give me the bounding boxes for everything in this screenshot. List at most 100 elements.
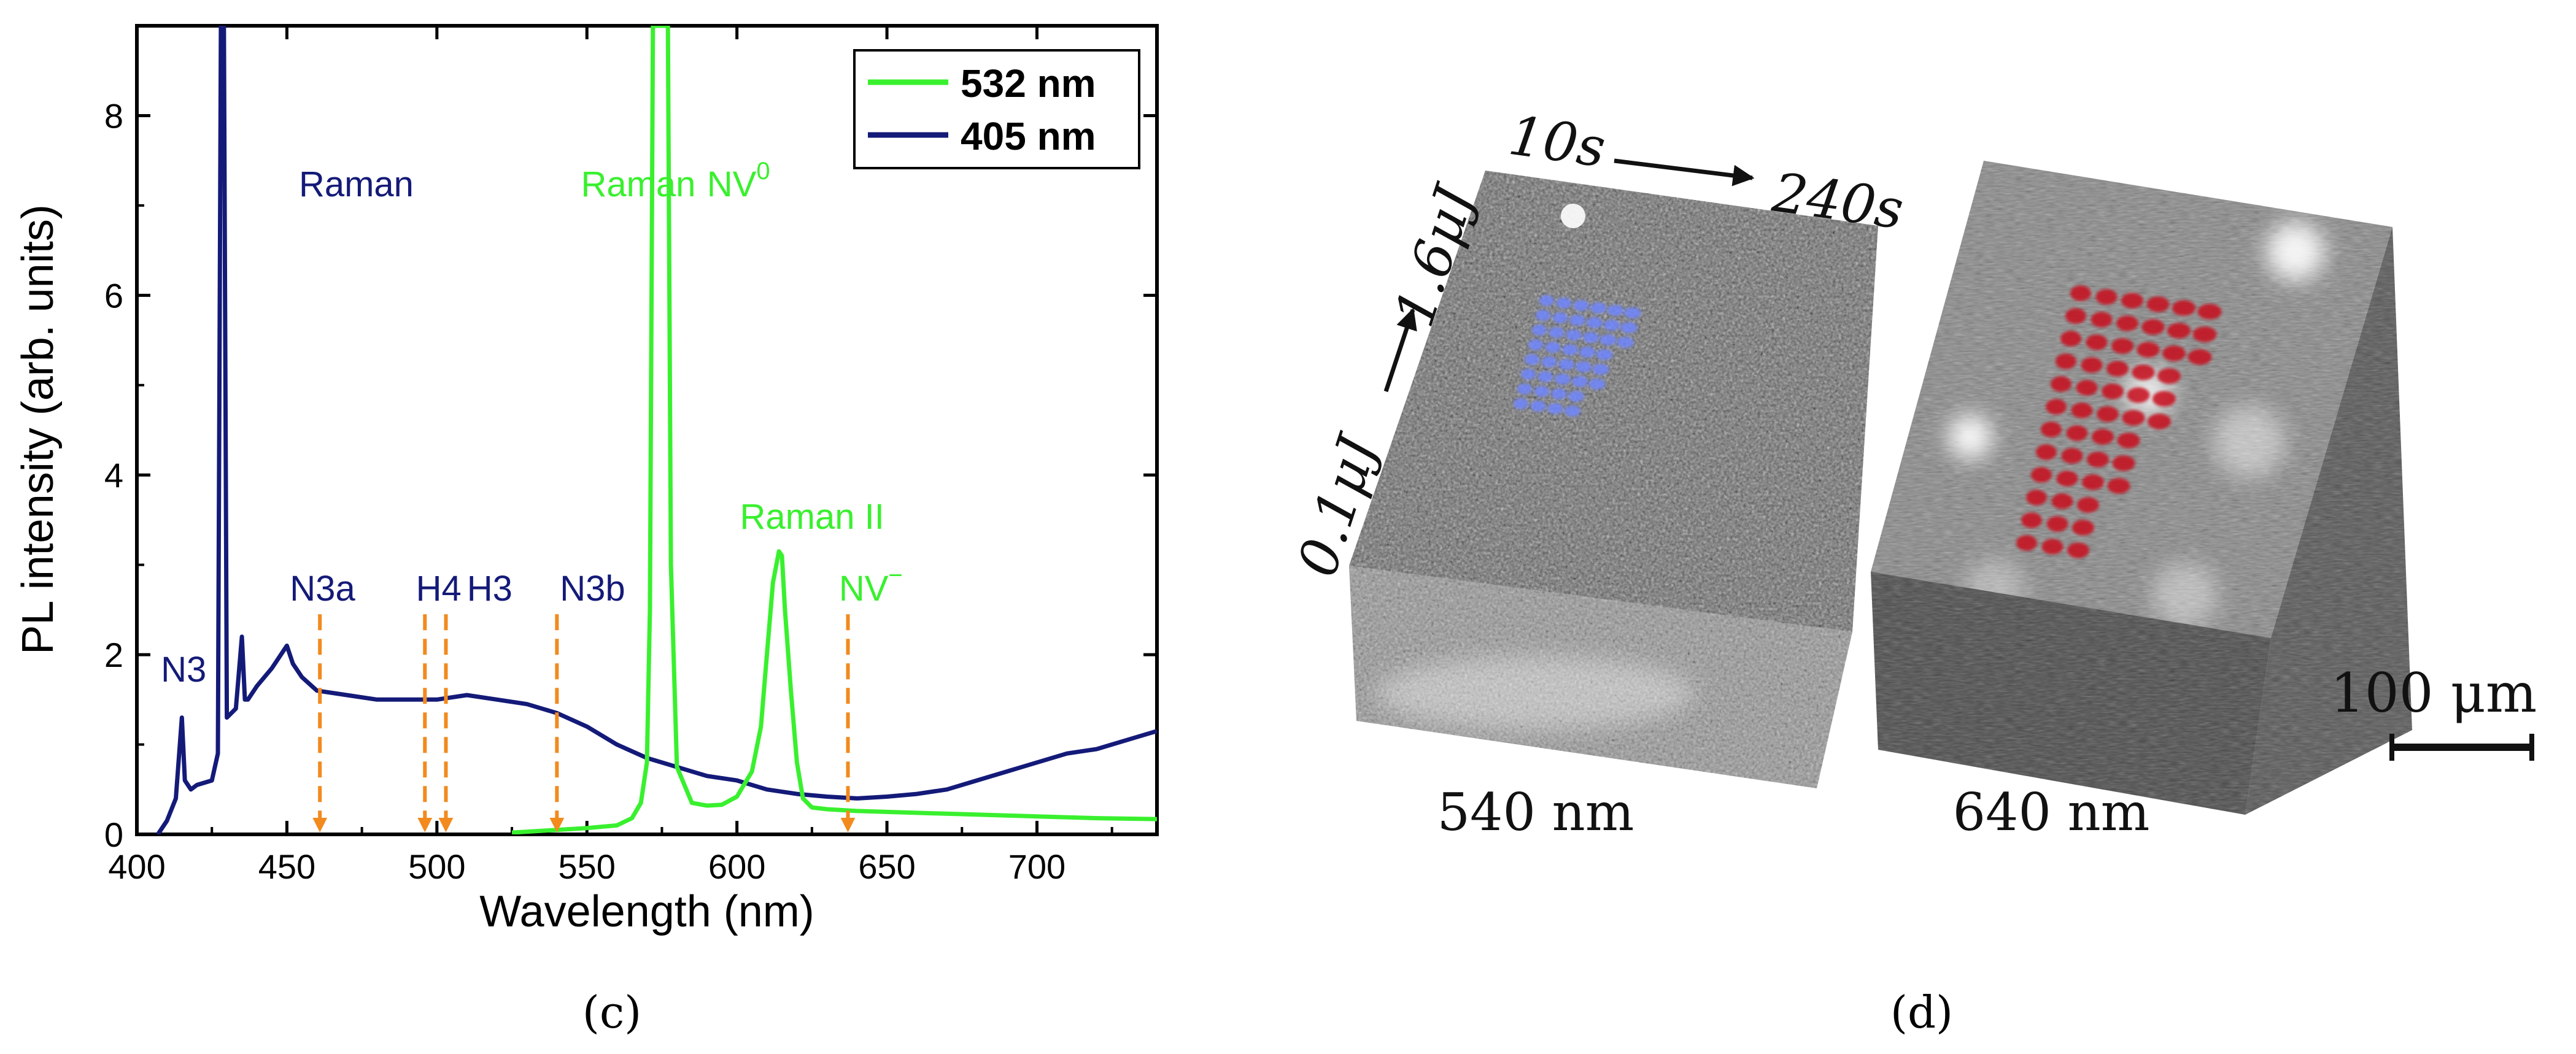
- blue-dot: [1517, 383, 1532, 394]
- red-dot: [2051, 376, 2071, 392]
- block-640nm: [1871, 161, 2412, 815]
- x-axis-label: Wavelength (nm): [479, 887, 814, 936]
- series-layer: [156, 26, 1157, 834]
- x-tick-label: 600: [708, 847, 765, 886]
- red-dot: [2046, 399, 2067, 415]
- legend-box: [853, 49, 1140, 169]
- red-dot: [2157, 368, 2181, 384]
- blue-dot: [1558, 359, 1574, 370]
- red-dot: [2192, 326, 2217, 342]
- x-tick-label: 650: [858, 847, 915, 886]
- red-dot: [2066, 425, 2088, 441]
- red-dot: [2076, 497, 2100, 513]
- blue-dot: [1620, 322, 1638, 333]
- red-dot: [2065, 308, 2086, 324]
- blue-dot: [1586, 317, 1603, 328]
- annotation-label: Raman: [581, 164, 695, 204]
- panel-d-label: (d): [1890, 987, 1953, 1038]
- blue-dot: [1534, 386, 1550, 397]
- x-tick-label: 550: [559, 847, 616, 886]
- legend-label-532: 532 nm: [961, 61, 1096, 106]
- legend-label-405: 405 nm: [961, 114, 1096, 158]
- red-dot: [2036, 444, 2057, 460]
- red-dot: [2152, 391, 2176, 407]
- red-dot: [2096, 406, 2119, 422]
- red-dot: [2076, 380, 2098, 396]
- annotation-label: NV0: [707, 158, 770, 204]
- y-tick-label: 4: [104, 456, 123, 494]
- red-dot: [2162, 345, 2186, 361]
- red-dot: [2071, 402, 2093, 418]
- blue-dot: [1599, 334, 1617, 345]
- x-axis-ticks: 400 450 500 550 600 650 700: [108, 26, 1113, 886]
- blue-dot: [1603, 320, 1620, 331]
- scale-bar-label: 100 μm: [2330, 661, 2537, 725]
- red-dot: [2061, 448, 2083, 464]
- blue-dot: [1549, 327, 1565, 338]
- blue-dot: [1607, 305, 1624, 316]
- panel-c-label: (c): [582, 987, 642, 1038]
- red-dot: [2147, 414, 2172, 429]
- blue-dot: [1532, 325, 1547, 336]
- red-dot: [2167, 323, 2191, 339]
- legend: 532 nm 405 nm: [853, 49, 1140, 169]
- blue-dot: [1590, 302, 1607, 314]
- x-tick-label: 500: [408, 847, 465, 886]
- red-dot: [2121, 293, 2144, 309]
- red-dot: [2060, 331, 2081, 347]
- blue-dot: [1514, 398, 1528, 409]
- energy-arrow: [1383, 307, 1417, 393]
- panel-c-chart: 400 450 500 550 600 650 700 0 2 4 6 8 N3 Raman Raman…: [14, 24, 1159, 1038]
- blue-dot-array: [1514, 295, 1641, 417]
- red-dot: [2031, 467, 2052, 483]
- annotation-label: H3: [467, 569, 512, 609]
- red-dot: [2086, 334, 2108, 350]
- red-dot: [2056, 471, 2078, 487]
- red-dot: [2187, 349, 2212, 365]
- blue-dot: [1545, 342, 1561, 353]
- red-dot: [2046, 516, 2068, 532]
- annotation-label: Raman II: [740, 497, 884, 537]
- blue-dot: [1530, 401, 1546, 412]
- x-tick-label: 700: [1008, 847, 1066, 886]
- y-tick-label: 8: [104, 96, 123, 135]
- red-dot: [2127, 387, 2150, 403]
- y-tick-label: 6: [104, 276, 123, 315]
- plot-frame: [135, 24, 1159, 836]
- blue-dot: [1556, 298, 1572, 309]
- red-dot-array: [2016, 285, 2222, 558]
- blue-dot: [1555, 374, 1571, 385]
- blue-dot: [1573, 300, 1589, 311]
- red-dot: [2132, 364, 2155, 380]
- red-dot: [2026, 490, 2047, 506]
- red-dot: [2111, 338, 2134, 354]
- annotation-label: H4: [416, 569, 462, 609]
- blue-dot: [1547, 403, 1563, 414]
- red-dot: [2016, 535, 2037, 551]
- y-tick-label: 0: [104, 815, 123, 854]
- blue-dot: [1588, 379, 1606, 390]
- red-dot: [2141, 319, 2165, 335]
- series-line-532-nm: [511, 26, 1157, 834]
- blue-dot: [1564, 406, 1581, 417]
- blue-dot: [1568, 391, 1585, 402]
- red-dot: [2106, 361, 2129, 377]
- annotation-label: N3a: [290, 569, 355, 609]
- y-axis-label: PL intensity (arb. units): [14, 204, 63, 655]
- red-dot: [2112, 455, 2135, 471]
- red-dot: [2091, 429, 2114, 445]
- blue-dot: [1566, 329, 1582, 340]
- red-dot: [2041, 421, 2062, 437]
- red-dot: [2122, 410, 2145, 426]
- blue-dot: [1541, 356, 1557, 367]
- time-arrow: [1614, 158, 1755, 187]
- red-dot: [2071, 520, 2095, 536]
- blue-dot: [1569, 315, 1585, 326]
- blue-dot: [1521, 369, 1536, 380]
- blue-dot: [1571, 376, 1588, 387]
- red-dot: [2172, 300, 2196, 316]
- red-dot: [2117, 433, 2140, 448]
- blue-dot: [1551, 388, 1567, 399]
- series-line-405-nm: [156, 26, 1157, 834]
- red-dot: [2041, 539, 2064, 555]
